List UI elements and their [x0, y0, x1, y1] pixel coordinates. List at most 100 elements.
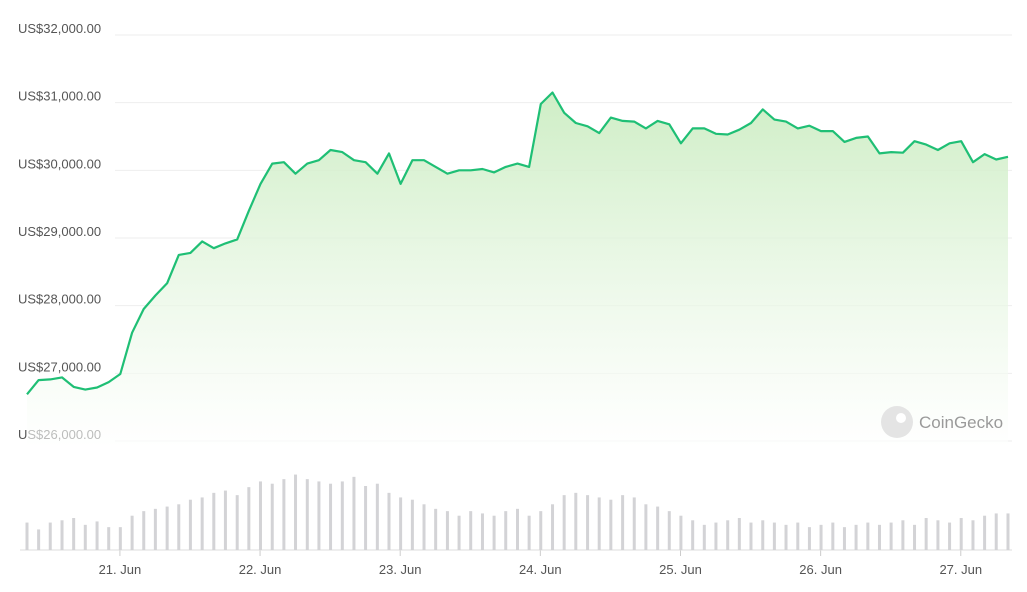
- x-tick-label: 25. Jun: [659, 562, 702, 577]
- x-tick-label: 23. Jun: [379, 562, 422, 577]
- volume-bar: [60, 520, 64, 550]
- volume-bar: [691, 520, 695, 550]
- volume-bar: [352, 476, 356, 550]
- volume-bar: [364, 486, 368, 550]
- x-tick-label: 22. Jun: [239, 562, 282, 577]
- volume-bar: [25, 522, 29, 550]
- volume-bar: [772, 522, 776, 550]
- volume-bar: [340, 481, 344, 550]
- volume-bar: [200, 497, 204, 550]
- volume-bar: [597, 497, 601, 550]
- volume-bar: [562, 495, 566, 550]
- volume-bar: [959, 518, 963, 550]
- volume-bar: [223, 490, 227, 550]
- x-tick-label: 24. Jun: [519, 562, 562, 577]
- volume-bar: [854, 524, 858, 550]
- volume-bar: [153, 508, 157, 550]
- volume-bar: [387, 492, 391, 550]
- volume-bar: [457, 515, 461, 550]
- volume-bar: [807, 527, 811, 550]
- volume-bar: [656, 506, 660, 550]
- volume-bar: [819, 524, 823, 550]
- volume-bar: [831, 522, 835, 550]
- volume-bar: [539, 511, 543, 550]
- volume-bar: [737, 518, 741, 550]
- watermark-icon: [881, 406, 913, 438]
- volume-bar: [317, 481, 321, 550]
- y-tick-label: US$28,000.00: [18, 292, 101, 307]
- volume-bar: [667, 511, 671, 550]
- volume-bar: [924, 518, 928, 550]
- volume-bar: [118, 527, 122, 550]
- volume-bar: [247, 487, 251, 550]
- volume-bar: [679, 515, 683, 550]
- volume-bar: [632, 497, 636, 550]
- price-area: [27, 92, 1008, 448]
- volume-bar: [270, 483, 274, 550]
- volume-bar: [714, 522, 718, 550]
- volume-bar: [469, 511, 473, 550]
- volume-bar: [644, 504, 648, 550]
- x-tick-label: 27. Jun: [939, 562, 982, 577]
- volume-bar: [901, 520, 905, 550]
- watermark: CoinGecko: [881, 406, 1003, 438]
- volume-bar: [936, 520, 940, 550]
- volume-bar: [492, 515, 496, 550]
- y-tick-label: US$30,000.00: [18, 156, 101, 171]
- volume-bar: [1006, 513, 1010, 550]
- volume-bar: [889, 522, 893, 550]
- volume-bar: [702, 524, 706, 550]
- volume-bar: [83, 524, 87, 550]
- volume-bar: [504, 511, 508, 550]
- volume-bar: [258, 481, 262, 550]
- y-tick-label: US$27,000.00: [18, 359, 101, 374]
- volume-bar: [842, 527, 846, 550]
- volume-bar: [329, 483, 333, 550]
- volume-bar: [866, 522, 870, 550]
- volume-bar: [784, 524, 788, 550]
- volume-bar: [37, 529, 41, 550]
- volume-bar: [948, 522, 952, 550]
- volume-bar: [621, 495, 625, 550]
- volume-bar: [527, 515, 531, 550]
- volume-bar: [72, 518, 76, 550]
- volume-bar: [399, 497, 403, 550]
- volume-bar: [586, 495, 590, 550]
- x-tick-label: 26. Jun: [799, 562, 842, 577]
- price-line: [26, 91, 1009, 395]
- volume-bar: [445, 511, 449, 550]
- volume-bar: [551, 504, 555, 550]
- volume-bar: [177, 504, 181, 550]
- volume-bar: [983, 515, 987, 550]
- volume-bar: [212, 492, 216, 550]
- volume-bar: [971, 520, 975, 550]
- volume-bar: [107, 527, 111, 550]
- volume-bar: [749, 522, 753, 550]
- volume-bar: [796, 522, 800, 550]
- volume-bar: [877, 524, 881, 550]
- volume-bar: [609, 499, 613, 550]
- volume-bar: [422, 504, 426, 550]
- volume-bar: [994, 513, 998, 550]
- volume-bar: [434, 508, 438, 550]
- volume-bar: [95, 521, 99, 550]
- volume-bar: [142, 511, 146, 550]
- volume-bar: [235, 495, 239, 550]
- volume-bar: [516, 508, 519, 550]
- volume-bar: [913, 524, 917, 550]
- volume-bar: [282, 479, 286, 550]
- y-tick-label: US$32,000.00: [18, 21, 101, 36]
- watermark-text: CoinGecko: [919, 413, 1003, 432]
- volume-bar: [305, 479, 309, 550]
- volume-bar: [410, 499, 414, 550]
- volume-bar: [761, 520, 765, 550]
- volume-bar: [165, 506, 169, 550]
- volume-bar: [130, 515, 134, 550]
- x-tick-label: 21. Jun: [99, 562, 142, 577]
- volume-bar: [188, 499, 192, 550]
- volume-bar: [48, 522, 52, 550]
- volume-bar: [726, 520, 730, 550]
- volume-bar: [574, 492, 578, 550]
- volume-bar: [375, 483, 379, 550]
